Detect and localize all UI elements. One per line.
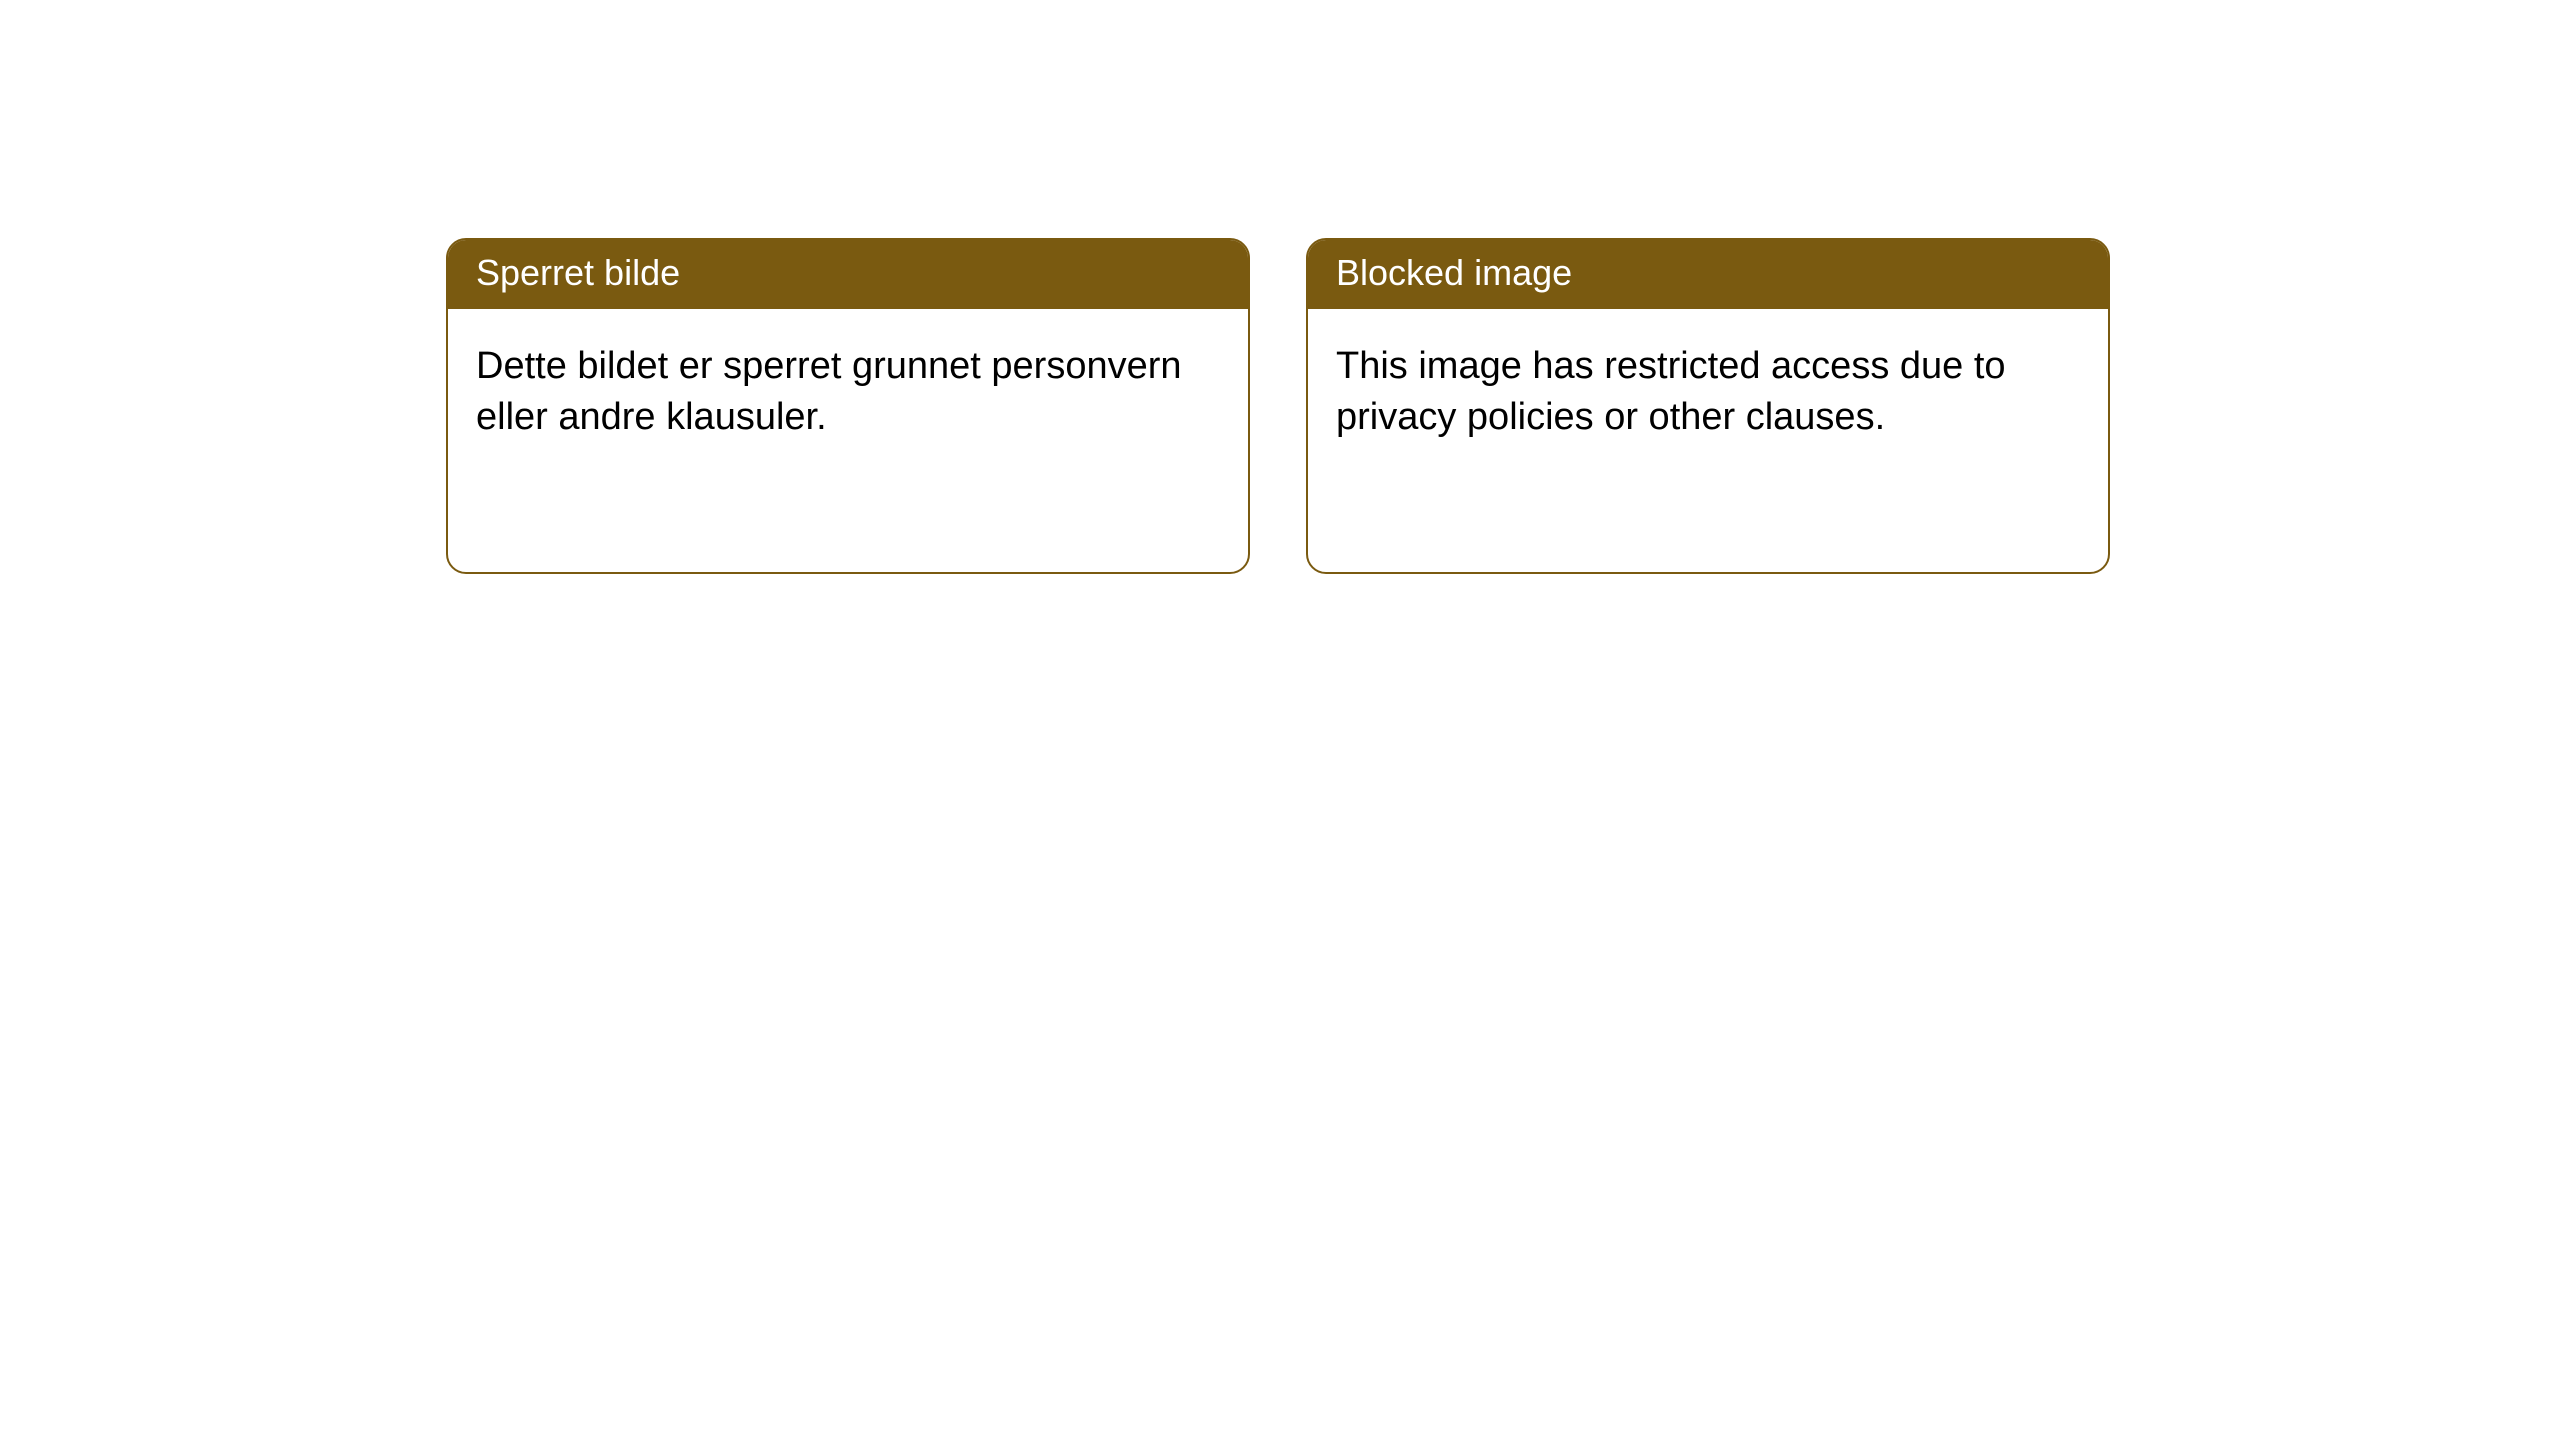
blocked-image-notice-no: Sperret bilde Dette bildet er sperret gr… [446,238,1250,574]
notice-header-en: Blocked image [1308,240,2108,309]
notice-body-en: This image has restricted access due to … [1308,309,2108,476]
notice-header-no: Sperret bilde [448,240,1248,309]
notice-container: Sperret bilde Dette bildet er sperret gr… [0,0,2560,574]
blocked-image-notice-en: Blocked image This image has restricted … [1306,238,2110,574]
notice-body-no: Dette bildet er sperret grunnet personve… [448,309,1248,476]
